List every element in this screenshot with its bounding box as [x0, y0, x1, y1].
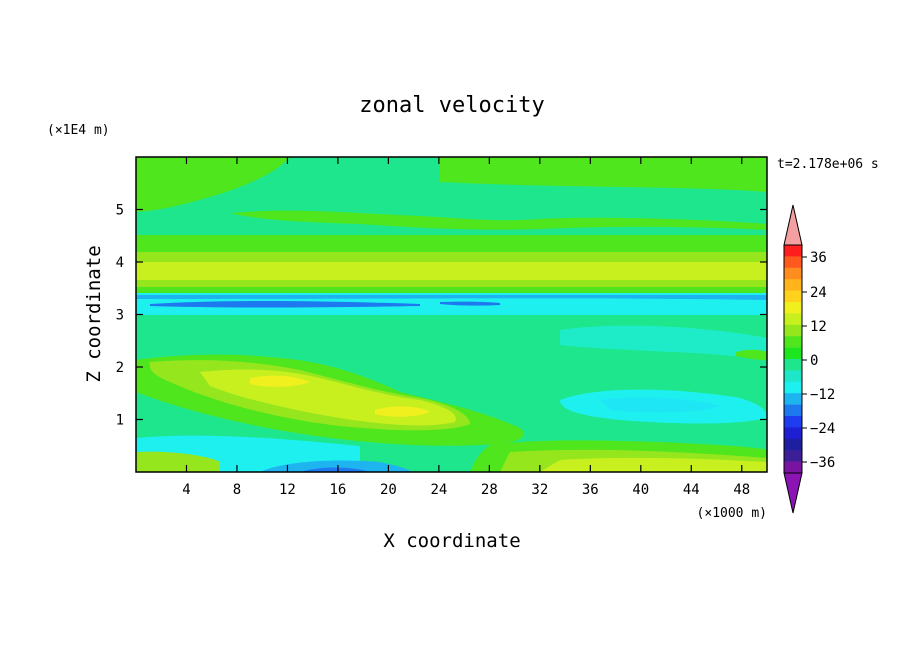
colorbar-swatch [784, 461, 802, 474]
colorbar-swatch [784, 381, 802, 394]
x-tick-label: 24 [430, 482, 447, 498]
colorbar-label: −36 [810, 455, 835, 471]
colorbar-swatch [784, 438, 802, 451]
colorbar-swatch [784, 267, 802, 280]
colorbar-swatch [784, 245, 802, 257]
jet-edge-upper [136, 252, 767, 264]
colorbar-label: 36 [810, 250, 827, 266]
x-tick-label: 40 [632, 482, 649, 498]
colorbar-swatch [784, 347, 802, 360]
contour-upper-left [136, 157, 290, 212]
x-tick-label: 4 [182, 482, 190, 498]
colorbar-swatch [784, 393, 802, 405]
colorbar-swatch [784, 279, 802, 291]
tongue-core-right [375, 406, 430, 417]
colorbar-label: 24 [810, 285, 827, 301]
neg-core-right [440, 301, 500, 306]
colorbar-swatch [784, 427, 802, 440]
y-tick-label: 3 [116, 308, 124, 324]
y-tick-label: 4 [116, 255, 124, 271]
neg-edge [136, 295, 767, 300]
y-unit-label: (×1E4 m) [47, 123, 110, 138]
x-tick-label: 8 [233, 482, 241, 498]
cyan-core-lower-right [600, 397, 720, 413]
x-axis: 4 8 12 16 20 24 28 32 36 40 44 48 [182, 157, 750, 498]
y-tick-label: 5 [116, 203, 124, 219]
contour-thin-band [230, 210, 767, 230]
jet-edge-lower [136, 280, 767, 288]
chart-title: zonal velocity [359, 93, 544, 118]
colorbar-label: −12 [810, 387, 835, 403]
colorbar-swatch [784, 302, 802, 314]
jet-outer-upper [136, 235, 767, 257]
contour-upper-right [440, 157, 767, 192]
neg-pocket-core [300, 467, 370, 472]
colorbar-swatch [784, 370, 802, 383]
surface-core [540, 457, 767, 472]
colorbar-over-triangle [783, 204, 803, 246]
colorbar-under-triangle [783, 472, 803, 514]
colorbar-swatch [784, 313, 802, 326]
green-spot-right [736, 349, 767, 360]
colorbar: 36 24 12 0 −12 −24 −36 [783, 204, 835, 514]
time-label: t=2.178e+06 s [777, 157, 879, 172]
colorbar-swatch [784, 416, 802, 428]
x-tick-label: 36 [582, 482, 599, 498]
x-tick-label: 48 [733, 482, 750, 498]
jet-outer-lower [136, 287, 767, 293]
colorbar-swatch [784, 290, 802, 303]
x-unit-label: (×1000 m) [697, 506, 767, 521]
colorbar-swatch [784, 359, 802, 371]
colorbar-swatch [784, 404, 802, 417]
colorbar-label: −24 [810, 421, 835, 437]
colorbar-swatch [784, 256, 802, 269]
x-tick-label: 20 [380, 482, 397, 498]
x-tick-label: 16 [329, 482, 346, 498]
tongue-core-left [250, 375, 310, 387]
y-tick-label: 2 [116, 360, 124, 376]
y-tick-label: 1 [116, 413, 124, 429]
contour-field [136, 157, 767, 472]
y-axis: 1 2 3 4 5 [116, 203, 767, 429]
x-tick-label: 12 [279, 482, 296, 498]
y-axis-label: Z coordinate [83, 245, 105, 382]
jet-core [136, 262, 767, 282]
neg-core-left [150, 301, 420, 308]
green-lower-left [136, 451, 220, 472]
x-axis-label: X coordinate [383, 530, 520, 552]
colorbar-swatch [784, 336, 802, 348]
x-tick-label: 44 [683, 482, 700, 498]
colorbar-swatch [784, 450, 802, 462]
cyan-patch-mid [560, 325, 767, 360]
colorbar-label: 12 [810, 319, 827, 335]
x-tick-label: 28 [481, 482, 498, 498]
colorbar-label: 0 [810, 353, 818, 369]
x-tick-label: 32 [531, 482, 548, 498]
neg-pocket-outer [260, 460, 412, 472]
colorbar-swatch [784, 324, 802, 337]
